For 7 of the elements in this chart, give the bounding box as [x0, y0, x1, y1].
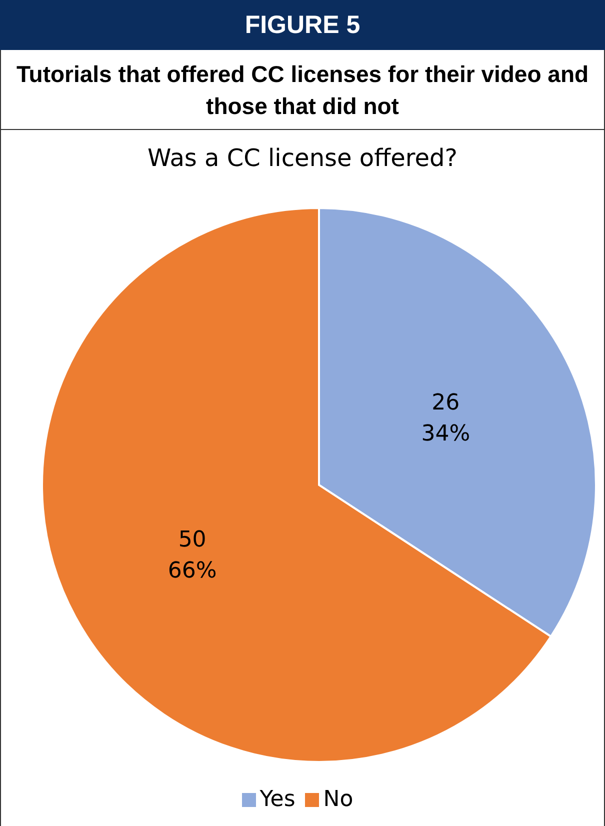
legend-label: No	[323, 787, 354, 812]
data-label: 26 34%	[421, 390, 470, 446]
chart-title: FIGURE 5	[0, 0, 605, 50]
chart-subtitle: Tutorials that offered CC licenses for their video and those that did not	[0, 50, 605, 130]
data-label: 50 66%	[168, 528, 217, 584]
text: Was a CC license offered?	[146, 144, 458, 172]
legend-label: Yes	[260, 787, 296, 812]
